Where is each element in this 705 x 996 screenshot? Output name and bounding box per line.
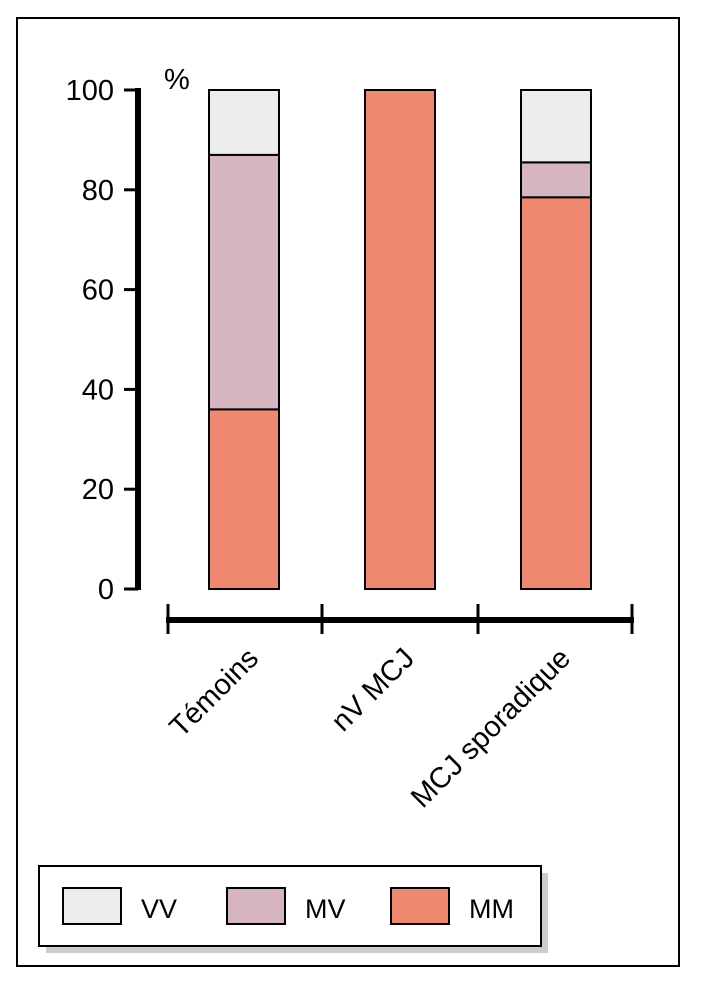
legend-swatch-mm — [390, 887, 450, 925]
legend-box — [38, 865, 542, 947]
bar-segment-vv — [208, 89, 280, 156]
bar-segment-mm — [520, 196, 592, 590]
y-tick-label: 100 — [66, 75, 114, 107]
y-axis-unit: % — [164, 64, 190, 96]
bar-segment-mm — [208, 408, 280, 590]
y-tick-label: 40 — [82, 374, 114, 406]
category-label: nV MCJ — [325, 642, 421, 738]
legend-swatch-vv — [62, 887, 122, 925]
y-tick-label: 60 — [82, 275, 114, 307]
legend-label-mm: MM — [469, 894, 514, 924]
y-tick-label: 0 — [98, 574, 114, 606]
bar-segment-mv — [208, 153, 280, 411]
y-tick-label: 20 — [82, 474, 114, 506]
category-label: Témoins — [164, 642, 265, 743]
bar-segment-vv — [520, 89, 592, 164]
bar-segment-mm — [364, 89, 436, 590]
category-label: MCJ sporadique — [405, 642, 577, 814]
legend-label-vv: VV — [141, 894, 177, 924]
legend-label-mv: MV — [305, 894, 346, 924]
y-tick-label: 80 — [82, 175, 114, 207]
bar-segment-mv — [520, 161, 592, 199]
legend-swatch-mv — [226, 887, 286, 925]
